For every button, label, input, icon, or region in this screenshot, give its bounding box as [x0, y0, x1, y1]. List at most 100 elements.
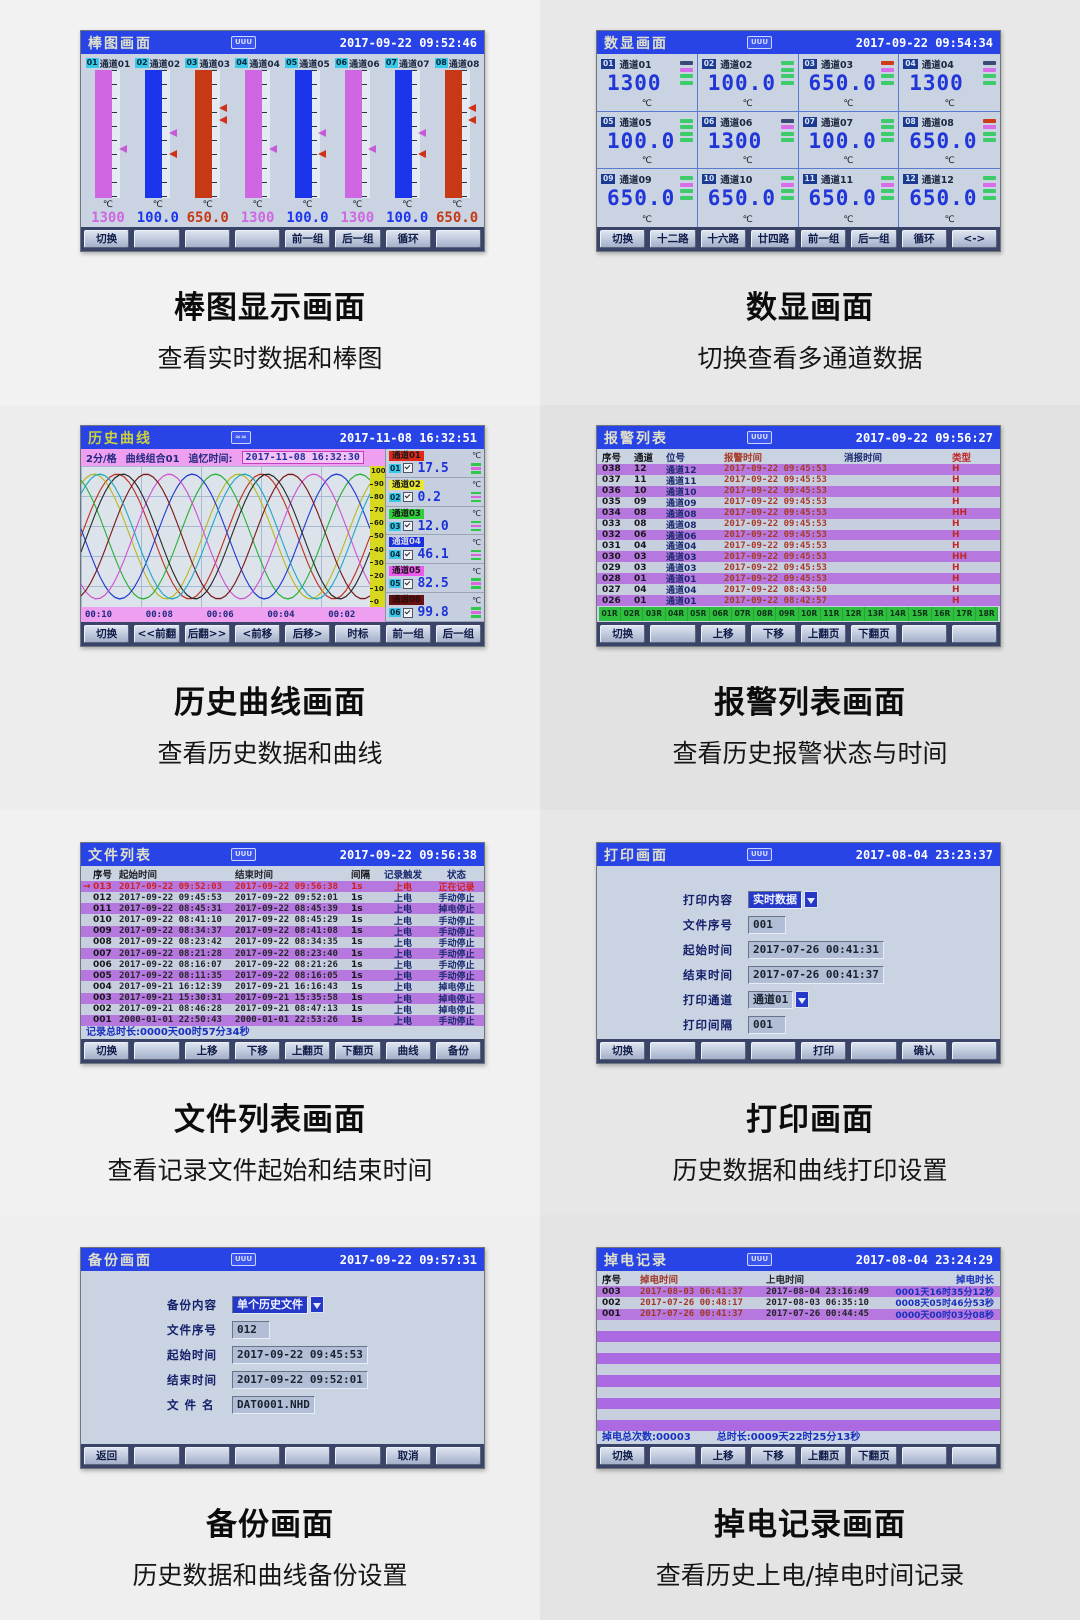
channel-checkbox[interactable] [403, 607, 414, 618]
function-button[interactable]: 循环 [385, 230, 431, 248]
file-row[interactable]: 006 2017-09-22 08:16:07 2017-09-22 08:21… [81, 959, 484, 971]
channel-checkbox[interactable] [403, 578, 414, 589]
function-button[interactable]: 下移 [750, 625, 796, 643]
file-row[interactable]: → 013 2017-09-22 09:52:03 2017-09-22 09:… [81, 881, 484, 893]
function-button[interactable]: 前一组 [285, 230, 331, 248]
file-row[interactable]: 009 2017-09-22 08:34:37 2017-09-22 08:41… [81, 925, 484, 938]
field-value[interactable]: 通道01 [748, 990, 794, 1009]
file-row[interactable]: 005 2017-09-22 08:11:35 2017-09-22 08:16… [81, 970, 484, 982]
function-button[interactable]: 后一组 [435, 625, 481, 643]
dropdown-arrow-icon[interactable] [795, 991, 810, 1008]
function-button[interactable]: 时标 [335, 625, 381, 643]
function-button[interactable]: 切换 [600, 1447, 646, 1465]
function-button[interactable] [134, 1042, 180, 1060]
function-button[interactable] [901, 625, 947, 643]
field-value[interactable]: 实时数据 [748, 890, 802, 909]
function-button[interactable] [951, 1447, 997, 1465]
function-button[interactable] [700, 1042, 746, 1060]
function-button[interactable]: 循环 [901, 230, 947, 248]
file-row[interactable]: 007 2017-09-22 08:21:28 2017-09-22 08:23… [81, 947, 484, 960]
function-button[interactable] [650, 1447, 696, 1465]
function-button[interactable]: 后翻>> [184, 625, 230, 643]
function-button[interactable]: 切换 [600, 230, 646, 248]
function-button[interactable]: 前一组 [801, 230, 847, 248]
function-button[interactable] [184, 230, 230, 248]
field-value[interactable]: 单个历史文件 [232, 1295, 308, 1314]
function-button[interactable] [435, 230, 481, 248]
dropdown-arrow-icon[interactable] [310, 1296, 324, 1313]
function-button[interactable]: 下翻页 [851, 1447, 897, 1465]
function-button[interactable]: 切换 [84, 1042, 130, 1060]
field-value[interactable]: 2017-09-22 09:52:01 [232, 1370, 368, 1389]
file-row[interactable]: 002 2017-09-21 08:46:28 2017-09-21 08:47… [81, 1003, 484, 1016]
recall-time-value[interactable]: 2017-11-08 16:32:30 [241, 451, 364, 464]
function-button[interactable]: 下移 [750, 1447, 796, 1465]
file-row[interactable]: 001 2000-01-01 22:50:43 2000-01-01 22:53… [81, 1014, 484, 1027]
field-value[interactable]: 2017-07-26 00:41:37 [748, 965, 884, 984]
field-value[interactable]: DAT0001.NHD [232, 1395, 315, 1414]
function-button[interactable] [234, 230, 280, 248]
channel-checkbox[interactable] [403, 549, 414, 560]
function-button[interactable] [435, 1447, 481, 1465]
field-value[interactable]: 012 [232, 1320, 270, 1339]
field-value[interactable]: 2017-07-26 00:41:31 [748, 940, 884, 959]
function-button[interactable]: 上翻页 [801, 1447, 847, 1465]
field-value[interactable]: 001 [748, 915, 786, 934]
function-button[interactable]: 上翻页 [285, 1042, 331, 1060]
field-value[interactable]: 2017-09-22 09:45:53 [232, 1345, 368, 1364]
function-button[interactable]: 下移 [234, 1042, 280, 1060]
dropdown-arrow-icon[interactable] [804, 891, 818, 908]
function-button[interactable] [851, 1042, 897, 1060]
function-button[interactable]: 上移 [184, 1042, 230, 1060]
function-button[interactable] [335, 1447, 381, 1465]
function-button[interactable]: 前一组 [385, 625, 431, 643]
function-button[interactable]: 上翻页 [801, 625, 847, 643]
function-button[interactable]: 廿四路 [750, 230, 796, 248]
unit-label: ℃ [742, 156, 753, 167]
function-button[interactable]: 切换 [600, 625, 646, 643]
function-button[interactable]: 上移 [700, 1447, 746, 1465]
function-button[interactable]: 上移 [700, 625, 746, 643]
function-button[interactable] [184, 1447, 230, 1465]
function-button[interactable]: 十二路 [650, 230, 696, 248]
function-button[interactable] [951, 1042, 997, 1060]
function-button[interactable] [134, 1447, 180, 1465]
channel-checkbox[interactable] [403, 521, 414, 532]
function-button[interactable] [285, 1447, 331, 1465]
file-row[interactable]: 010 2017-09-22 08:41:10 2017-09-22 08:45… [81, 914, 484, 927]
function-button[interactable]: 确认 [901, 1042, 947, 1060]
file-row[interactable]: 003 2017-09-21 15:30:31 2017-09-21 15:35… [81, 992, 484, 1005]
function-button[interactable]: <<前翻 [134, 625, 180, 643]
file-row[interactable]: 008 2017-09-22 08:23:42 2017-09-22 08:34… [81, 936, 484, 949]
function-button[interactable] [650, 625, 696, 643]
function-button[interactable]: 曲线 [385, 1042, 431, 1060]
function-button[interactable]: <前移 [234, 625, 280, 643]
function-button[interactable] [750, 1042, 796, 1060]
channel-entry-top: 通道05 ℃ [389, 566, 481, 577]
function-button[interactable]: 备份 [435, 1042, 481, 1060]
function-button[interactable]: 切换 [600, 1042, 646, 1060]
file-row[interactable]: 011 2017-09-22 08:45:31 2017-09-22 08:45… [81, 903, 484, 915]
function-button[interactable] [650, 1042, 696, 1060]
file-row[interactable]: 004 2017-09-21 16:12:39 2017-09-21 16:16… [81, 981, 484, 993]
function-button[interactable]: 返回 [84, 1447, 130, 1465]
file-row[interactable]: 012 2017-09-22 09:45:53 2017-09-22 09:52… [81, 892, 484, 904]
function-button[interactable]: <-> [951, 230, 997, 248]
function-button[interactable] [951, 625, 997, 643]
function-button[interactable]: 后一组 [851, 230, 897, 248]
function-button[interactable]: 后一组 [335, 230, 381, 248]
function-button[interactable]: 十六路 [700, 230, 746, 248]
channel-checkbox[interactable] [403, 492, 414, 503]
function-button[interactable] [901, 1447, 947, 1465]
function-button[interactable]: 切换 [84, 230, 130, 248]
field-value[interactable]: 001 [748, 1015, 786, 1034]
function-button[interactable]: 取消 [385, 1447, 431, 1465]
function-button[interactable] [134, 230, 180, 248]
function-button[interactable] [234, 1447, 280, 1465]
function-button[interactable]: 下翻页 [851, 625, 897, 643]
function-button[interactable]: 打印 [801, 1042, 847, 1060]
function-button[interactable]: 后移> [285, 625, 331, 643]
function-button[interactable]: 切换 [84, 625, 130, 643]
channel-checkbox[interactable] [403, 463, 414, 474]
function-button[interactable]: 下翻页 [335, 1042, 381, 1060]
